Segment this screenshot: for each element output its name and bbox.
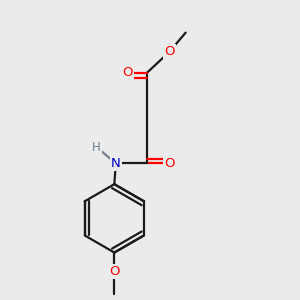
Text: O: O [164, 45, 175, 58]
Text: N: N [111, 157, 121, 170]
Text: H: H [92, 140, 101, 154]
Text: O: O [122, 66, 133, 79]
Text: O: O [164, 157, 175, 170]
Text: O: O [109, 266, 120, 278]
